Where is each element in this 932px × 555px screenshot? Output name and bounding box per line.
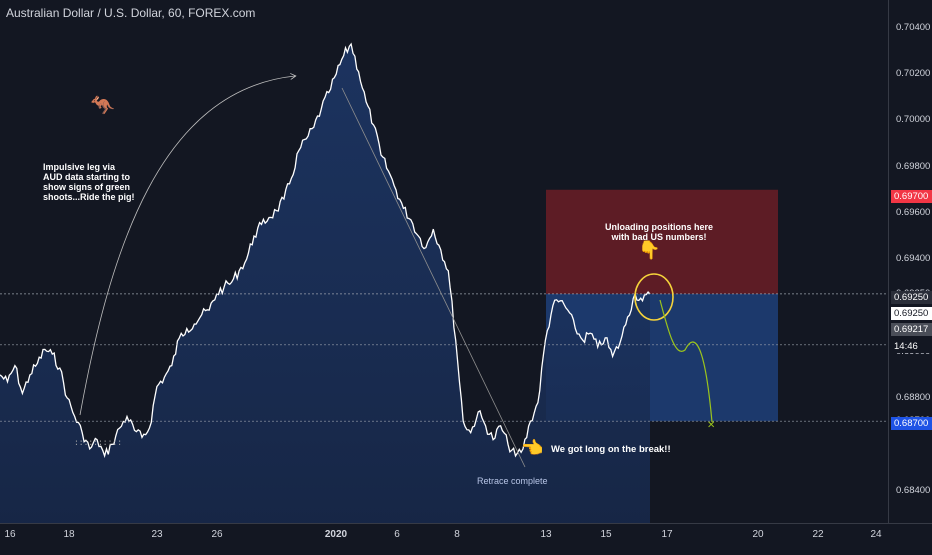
- time-tick-label: 17: [661, 529, 673, 540]
- price-tick-label: 0.68400: [896, 484, 931, 496]
- projection-arrow-icon: ✕: [707, 420, 715, 431]
- price-tick-label: 0.70200: [896, 68, 931, 80]
- time-tick-label: 24: [870, 529, 882, 540]
- time-tick-label: 18: [63, 529, 75, 540]
- price-area: [0, 44, 650, 523]
- position-zones: [546, 189, 778, 422]
- price-tick-label: 0.69800: [896, 160, 931, 172]
- price-tick-label: 0.69400: [896, 253, 931, 265]
- price-tag: 0.69700: [891, 190, 932, 203]
- kangaroo-icon: 🦘: [90, 95, 115, 117]
- time-tick-label: 8: [454, 529, 460, 540]
- price-tick-label: 0.68800: [896, 392, 931, 404]
- pointing-down-icon: 👇: [638, 240, 661, 260]
- time-tick-label: 2020: [324, 529, 348, 540]
- support-marker: ::::::::::: [74, 439, 122, 448]
- chart-title: Australian Dollar / U.S. Dollar, 60, FOR…: [6, 6, 256, 20]
- price-line: [0, 42, 651, 459]
- time-tick-label: 26: [211, 529, 223, 540]
- pointing-left-icon: 👈: [521, 438, 544, 458]
- time-tick-label: 15: [600, 529, 612, 540]
- projection-curve: [659, 299, 713, 423]
- price-tag: 0.69250: [891, 291, 932, 304]
- highlight-circle: [634, 273, 674, 321]
- time-tick-label: 6: [394, 529, 400, 540]
- price-axis[interactable]: [888, 0, 889, 523]
- price-tick-label: 0.70000: [896, 114, 931, 126]
- impulse-arrow: [79, 76, 295, 416]
- time-tick-label: 13: [540, 529, 552, 540]
- trend-line: [341, 87, 526, 468]
- price-tick-label: 0.69600: [896, 206, 931, 218]
- retrace-annotation: Retrace complete: [477, 476, 548, 486]
- horizontal-levels: [0, 293, 888, 422]
- price-tag: 0.69250: [891, 307, 932, 320]
- impulsive-annotation: Impulsive leg via AUD data starting to s…: [43, 162, 135, 202]
- price-tick-label: 0.70400: [896, 21, 931, 33]
- price-tag: 0.68700: [891, 417, 932, 430]
- time-tick-label: 20: [752, 529, 764, 540]
- price-series-line[interactable]: [0, 42, 651, 459]
- price-area-fill: [0, 44, 650, 523]
- price-tag: 14:46: [891, 340, 932, 353]
- time-axis[interactable]: [0, 523, 932, 524]
- price-tag: 0.69217: [891, 323, 932, 336]
- time-tick-label: 23: [151, 529, 163, 540]
- long-annotation: We got long on the break!!: [551, 444, 671, 455]
- unloading-annotation: Unloading positions here with bad US num…: [604, 222, 713, 242]
- time-tick-label: 16: [4, 529, 16, 540]
- time-tick-label: 22: [812, 529, 824, 540]
